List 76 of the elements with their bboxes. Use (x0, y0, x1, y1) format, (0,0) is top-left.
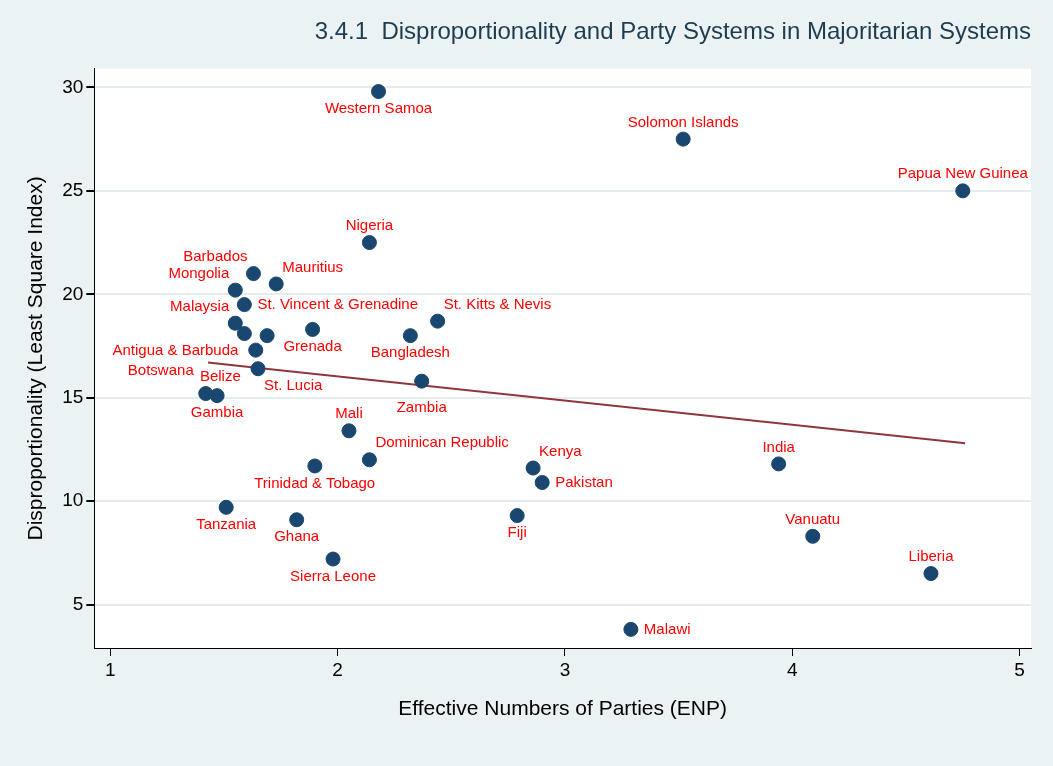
data-label: Gambia (190, 403, 245, 421)
chart-title: 3.4.1 Disproportionality and Party Systems in Majoritarian Systems (314, 17, 1031, 45)
point (236, 297, 252, 313)
data-label: Antigua & Barbuda (112, 341, 240, 359)
point (430, 313, 446, 329)
point (259, 328, 275, 344)
point (534, 475, 550, 491)
point (509, 508, 525, 524)
point (623, 621, 639, 637)
y-tick-label: 5 (72, 592, 84, 614)
point (227, 282, 243, 298)
data-label: Fiji (507, 523, 527, 541)
point (268, 276, 284, 292)
point (307, 458, 323, 474)
x-tick-label: 2 (332, 658, 343, 680)
data-label: Trinidad & Tobago (254, 473, 376, 491)
data-label: Kenya (539, 441, 583, 459)
data-label: Papua New Guinea (897, 164, 1029, 182)
data-label: Belize (199, 366, 241, 384)
point (955, 183, 971, 199)
point (209, 388, 225, 404)
data-label: Solomon Islands (627, 112, 739, 130)
x-tick-label: 5 (1014, 658, 1025, 680)
x-axis-title: Effective Numbers of Parties (ENP) (398, 696, 728, 720)
point (341, 423, 357, 439)
point (923, 566, 939, 582)
data-label: Pakistan (555, 473, 613, 491)
point (325, 551, 341, 567)
data-label: Nigeria (345, 216, 394, 234)
data-label: Grenada (283, 337, 343, 355)
point (305, 321, 321, 337)
data-label: St. Kitts & Nevis (443, 294, 552, 312)
y-tick-label: 10 (62, 489, 84, 511)
data-label: Malawi (643, 620, 691, 638)
point (236, 326, 252, 342)
data-label: Mongolia (168, 263, 230, 281)
point (227, 315, 243, 331)
y-tick-label: 20 (62, 282, 84, 304)
y-tick-label: 25 (62, 179, 84, 201)
x-tick-label: 3 (559, 658, 571, 680)
data-label: Dominican Republic (375, 433, 510, 451)
data-label: Zambia (396, 397, 448, 415)
point (218, 499, 234, 515)
data-label: Barbados (183, 247, 248, 265)
data-label: Malaysia (170, 296, 230, 314)
point (361, 235, 377, 251)
point (414, 373, 430, 389)
data-label: Western Samoa (324, 99, 433, 117)
data-label: Mauritius (282, 257, 344, 275)
point (675, 131, 691, 147)
point (289, 512, 305, 528)
x-tick-label: 4 (787, 658, 798, 680)
y-tick-label: 15 (62, 385, 84, 407)
point (371, 84, 387, 100)
data-label: Sierra Leone (290, 566, 377, 584)
data-label: St. Lucia (264, 376, 324, 394)
data-label: Ghana (274, 527, 320, 545)
point (248, 342, 264, 358)
data-label: Liberia (908, 547, 955, 565)
point (771, 456, 787, 472)
point (805, 528, 821, 544)
x-tick-label: 1 (104, 658, 116, 680)
y-axis-title: Disproportionality (Least Square Index) (23, 176, 47, 541)
point (402, 328, 418, 344)
data-label: Botswana (127, 361, 195, 379)
data-label: St. Vincent & Grenadine (257, 295, 419, 313)
data-label: Mali (335, 404, 363, 422)
point (361, 452, 377, 468)
point (250, 361, 266, 377)
data-label: Bangladesh (370, 343, 450, 361)
point (525, 460, 541, 476)
y-tick-label: 30 (62, 75, 84, 97)
data-label: India (762, 437, 796, 455)
data-label: Tanzania (196, 514, 257, 532)
point (245, 266, 261, 282)
data-label: Vanuatu (785, 509, 841, 527)
